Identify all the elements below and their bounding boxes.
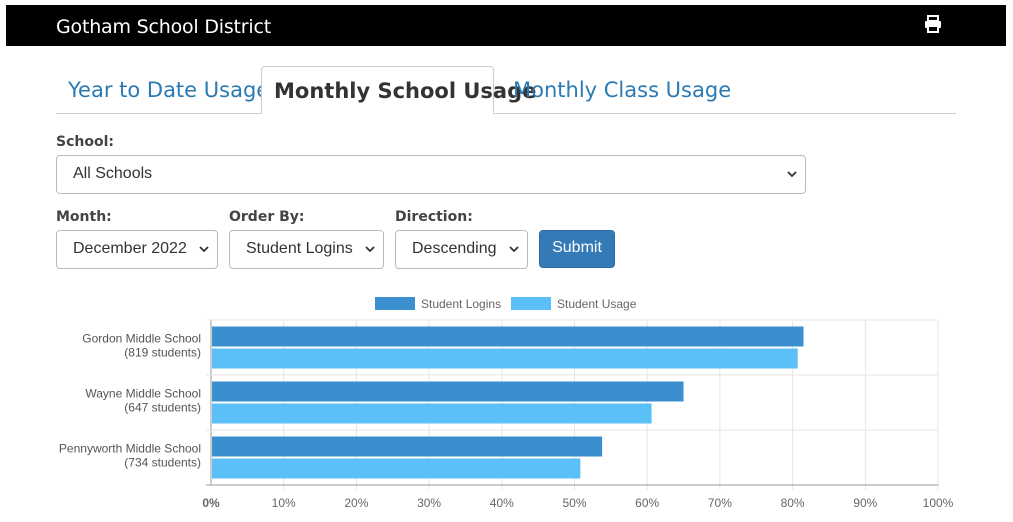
tab-monthly-class-usage[interactable]: Monthly Class Usage (513, 78, 732, 102)
category-label: (734 students) (124, 456, 201, 470)
category-label: Wayne Middle School (85, 387, 201, 401)
bar-student-logins (212, 436, 603, 457)
school-select-value: All Schools (73, 165, 153, 182)
month-select-value: December 2022 (73, 240, 187, 257)
school-select[interactable]: All Schools (56, 155, 806, 194)
legend-label: Student Usage (557, 297, 637, 311)
order-by-select[interactable]: Student Logins (229, 230, 384, 269)
chevron-down-icon (365, 246, 375, 253)
x-tick-label: 70% (708, 496, 732, 510)
tab-monthly-school-usage[interactable]: Monthly School Usage (261, 66, 536, 114)
chevron-down-icon (509, 246, 519, 253)
x-tick-label: 60% (635, 496, 659, 510)
bar-student-usage (212, 403, 652, 424)
print-icon[interactable] (924, 15, 942, 33)
order-by-select-value: Student Logins (246, 240, 353, 257)
header-bar: Gotham School District (6, 5, 1006, 46)
x-tick-label: 0% (202, 496, 220, 510)
legend-swatch (511, 297, 551, 310)
submit-button[interactable]: Submit (539, 230, 615, 268)
order-by-label: Order By: (229, 209, 305, 225)
x-tick-label: 20% (344, 496, 368, 510)
x-tick-label: 90% (853, 496, 877, 510)
x-tick-label: 100% (923, 496, 954, 510)
x-tick-label: 40% (490, 496, 514, 510)
school-label: School: (56, 134, 114, 150)
month-label: Month: (56, 209, 112, 225)
category-label: Gordon Middle School (82, 332, 201, 346)
category-label: Pennyworth Middle School (59, 442, 201, 456)
category-label: (647 students) (124, 401, 201, 415)
direction-select-value: Descending (412, 240, 497, 257)
x-tick-label: 10% (272, 496, 296, 510)
bar-student-usage (212, 458, 581, 479)
legend-label: Student Logins (421, 297, 501, 311)
tab-bar: Year to Date Usage Monthly School Usage … (56, 66, 956, 114)
direction-select[interactable]: Descending (395, 230, 528, 269)
category-label: (819 students) (124, 346, 201, 360)
x-tick-label: 80% (781, 496, 805, 510)
direction-label: Direction: (395, 209, 473, 225)
month-select[interactable]: December 2022 (56, 230, 218, 269)
bar-student-usage (212, 348, 798, 369)
legend-swatch (375, 297, 415, 310)
x-tick-label: 50% (562, 496, 586, 510)
bar-student-logins (212, 381, 684, 402)
tab-year-to-date-usage[interactable]: Year to Date Usage (68, 78, 270, 102)
x-tick-label: 30% (417, 496, 441, 510)
chevron-down-icon (787, 171, 797, 178)
bar-student-logins (212, 326, 804, 347)
district-title: Gotham School District (56, 16, 271, 38)
chevron-down-icon (199, 246, 209, 253)
